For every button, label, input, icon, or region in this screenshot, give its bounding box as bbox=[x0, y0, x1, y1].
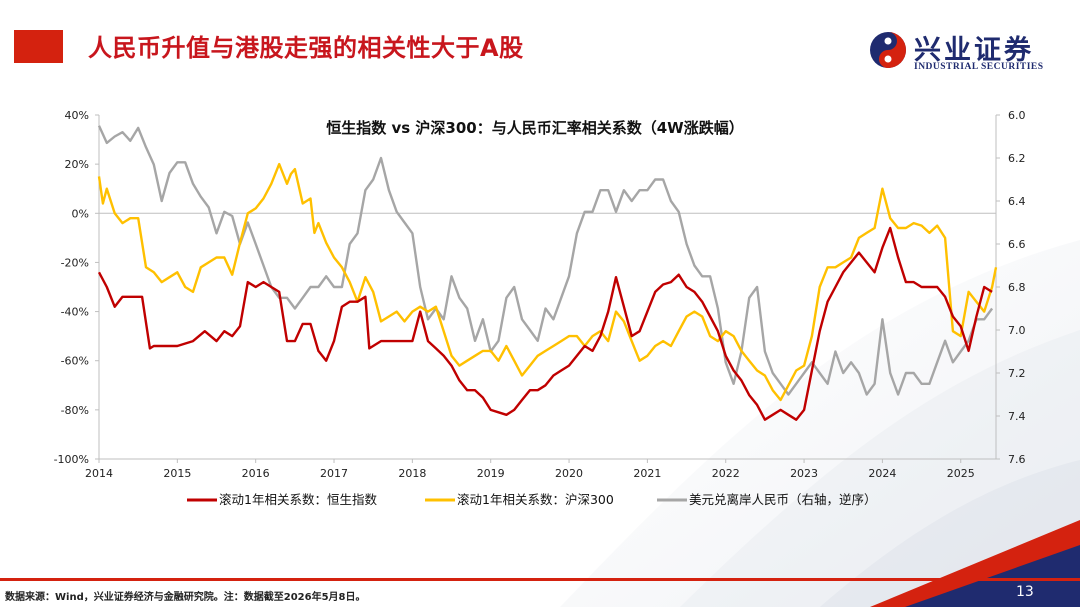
chart-legend: 滚动1年相关系数：恒生指数 滚动1年相关系数：沪深300 美元兑离岸人民币（右轴，逆… bbox=[187, 492, 877, 507]
x-tick-label: 2019 bbox=[477, 467, 505, 480]
right-tick-label: 7.0 bbox=[1008, 324, 1026, 337]
x-tick-label: 2016 bbox=[242, 467, 270, 480]
left-tick-label: -20% bbox=[61, 256, 89, 269]
right-tick-label: 6.0 bbox=[1008, 109, 1026, 122]
left-tick-label: -80% bbox=[61, 404, 89, 417]
x-tick-label: 2023 bbox=[790, 467, 818, 480]
logo-english-name: INDUSTRIAL SECURITIES bbox=[914, 62, 1044, 72]
x-tick-label: 2020 bbox=[555, 467, 583, 480]
title-accent-block bbox=[14, 30, 63, 63]
x-tick-label: 2021 bbox=[633, 467, 661, 480]
footer-divider bbox=[0, 578, 1080, 581]
legend-label: 滚动1年相关系数：沪深300 bbox=[457, 492, 614, 507]
logo-chinese-name: 兴业证券 bbox=[914, 35, 1034, 66]
company-logo: 兴业证券 INDUSTRIAL SECURITIES bbox=[868, 28, 1058, 74]
series-line-hsi bbox=[97, 226, 993, 421]
right-tick-label: 6.4 bbox=[1008, 195, 1026, 208]
right-tick-label: 7.4 bbox=[1008, 410, 1026, 423]
x-tick-label: 2017 bbox=[320, 467, 348, 480]
chart-series bbox=[97, 125, 998, 421]
left-tick-label: -100% bbox=[54, 453, 89, 466]
x-tick-label: 2024 bbox=[868, 467, 896, 480]
chart-tick-labels: 40% 20% 0% -20% -40% -60% -80% -100% 6.0 6.2 6.4 6.… bbox=[54, 109, 1026, 480]
page-title: 人民币升值与港股走强的相关性大于A股 bbox=[88, 34, 524, 62]
chart-axes bbox=[95, 114, 1000, 463]
left-tick-label: -60% bbox=[61, 355, 89, 368]
x-tick-label: 2015 bbox=[163, 467, 191, 480]
legend-label: 美元兑离岸人民币（右轴，逆序） bbox=[689, 492, 877, 507]
series-line-usdcnh bbox=[97, 125, 994, 396]
x-tick-label: 2022 bbox=[712, 467, 740, 480]
right-tick-label: 6.6 bbox=[1008, 238, 1026, 251]
page-number: 13 bbox=[1016, 584, 1034, 600]
correlation-chart: 恒生指数 vs 沪深300：与人民币汇率相关系数（4W涨跌幅） 40% 20% 0%… bbox=[54, 109, 1026, 507]
right-tick-label: 7.2 bbox=[1008, 367, 1026, 380]
left-tick-label: 0% bbox=[72, 207, 89, 220]
data-source-note: 数据来源：Wind，兴业证券经济与金融研究院。注：数据截至2026年5月8日。 bbox=[5, 592, 366, 603]
x-tick-label: 2014 bbox=[85, 467, 113, 480]
right-tick-label: 6.2 bbox=[1008, 152, 1026, 165]
left-tick-label: 20% bbox=[65, 158, 89, 171]
x-tick-label: 2025 bbox=[947, 467, 975, 480]
right-tick-label: 7.6 bbox=[1008, 453, 1026, 466]
chart-title: 恒生指数 vs 沪深300：与人民币汇率相关系数（4W涨跌幅） bbox=[326, 119, 743, 137]
legend-label: 滚动1年相关系数：恒生指数 bbox=[219, 492, 377, 507]
left-tick-label: 40% bbox=[65, 109, 89, 122]
right-tick-label: 6.8 bbox=[1008, 281, 1026, 294]
left-tick-label: -40% bbox=[61, 306, 89, 319]
x-tick-label: 2018 bbox=[398, 467, 426, 480]
logo-emblem-icon bbox=[870, 32, 906, 68]
series-line-csi300 bbox=[97, 162, 998, 402]
